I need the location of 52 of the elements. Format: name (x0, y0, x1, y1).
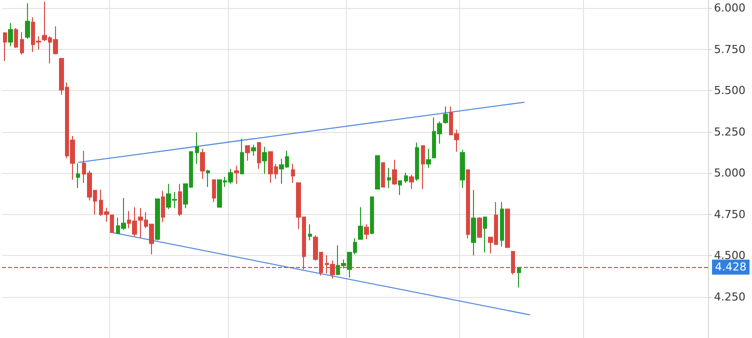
candlestick (8, 22, 13, 47)
candlestick (257, 142, 261, 170)
candlestick (505, 208, 510, 248)
candlestick (415, 142, 419, 182)
candlestick (398, 180, 402, 196)
candlestick (178, 183, 182, 217)
candlestick (404, 172, 408, 184)
candlestick (245, 145, 250, 162)
ref-line-label: 4.428 (715, 260, 746, 274)
y-tick-label: 5.750 (714, 42, 746, 56)
candlestick (3, 32, 7, 62)
candlestick (483, 216, 487, 253)
candlestick (234, 165, 239, 184)
y-tick-label: 4.250 (714, 290, 746, 304)
candlestick (195, 132, 199, 164)
candlestick (460, 149, 465, 188)
candlestick (375, 155, 380, 190)
candlestick (14, 28, 18, 48)
candlestick (421, 145, 425, 190)
candlestick (240, 138, 244, 174)
candlestick (387, 167, 391, 188)
candlestick (262, 146, 267, 174)
candlestick (155, 198, 160, 241)
candlestick (517, 266, 521, 288)
candlestick (409, 174, 414, 190)
candlestick (25, 2, 30, 40)
candlestick (308, 224, 312, 241)
candlestick (291, 163, 295, 184)
y-tick-label: 5.000 (714, 166, 746, 180)
candlestick (200, 148, 205, 180)
candlestick (392, 159, 397, 186)
y-tick-label: 4.750 (714, 208, 746, 221)
candlestick (161, 190, 165, 223)
candlestick (358, 206, 363, 240)
y-tick-label: 5.500 (714, 84, 746, 98)
candlestick (370, 196, 374, 235)
candlestick (477, 216, 482, 238)
candlestick (426, 148, 431, 168)
y-tick-label: 4.500 (714, 249, 746, 262)
candlestick (500, 201, 504, 247)
candlestick (251, 144, 256, 156)
candlestick (466, 169, 470, 239)
candlestick (381, 162, 385, 188)
candlestick (212, 179, 216, 202)
candlestick (76, 162, 80, 188)
candlestick (443, 106, 448, 124)
candlestick (206, 169, 210, 188)
y-tick-label: 5.250 (714, 125, 746, 138)
candlestick (20, 32, 24, 55)
candlestick (471, 189, 476, 256)
y-tick-label: 6.000 (714, 2, 746, 15)
candlestick (364, 224, 369, 240)
